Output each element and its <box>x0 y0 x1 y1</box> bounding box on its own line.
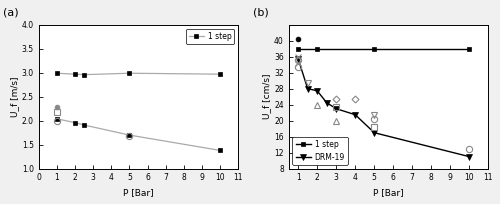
Legend: 1 step: 1 step <box>186 29 234 44</box>
Text: (b): (b) <box>252 8 268 18</box>
X-axis label: P [Bar]: P [Bar] <box>123 188 154 197</box>
Legend: 1 step, DRM-19: 1 step, DRM-19 <box>292 137 348 165</box>
Y-axis label: U_f [m/s]: U_f [m/s] <box>10 76 19 117</box>
X-axis label: P [Bar]: P [Bar] <box>373 188 404 197</box>
Text: (a): (a) <box>2 8 18 18</box>
Y-axis label: U_f [cm/s]: U_f [cm/s] <box>262 74 272 120</box>
